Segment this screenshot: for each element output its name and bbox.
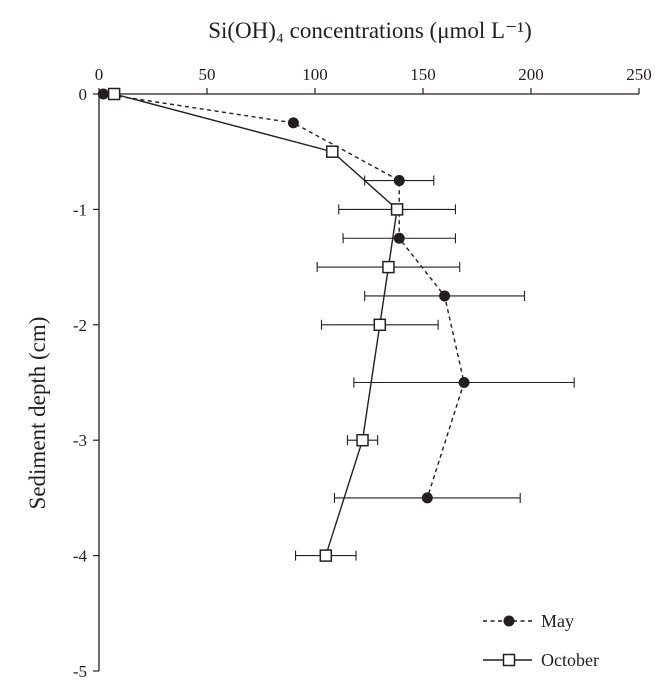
data-point xyxy=(458,377,470,388)
data-point xyxy=(107,87,121,101)
y-tick-label: -1 xyxy=(73,200,87,219)
data-point xyxy=(356,433,369,447)
data-point xyxy=(421,492,433,504)
y-axis-title: Sediment depth (cm) xyxy=(25,317,50,510)
data-point xyxy=(382,260,395,274)
y-tick-label: -5 xyxy=(73,662,87,681)
data-point xyxy=(319,549,333,562)
x-tick-label: 100 xyxy=(302,65,328,84)
data-point xyxy=(439,290,451,302)
legend-marker xyxy=(503,615,515,627)
data-point xyxy=(373,318,387,332)
legend-label: October xyxy=(541,650,599,670)
y-tick-label: -4 xyxy=(73,547,88,566)
legend: May October xyxy=(483,611,599,670)
legend-item-october: October xyxy=(483,650,599,670)
x-tick-label: 50 xyxy=(199,65,216,84)
x-ticks: 0 50 100 150 200 250 xyxy=(95,65,652,94)
series-october xyxy=(107,87,461,562)
data-point xyxy=(393,232,405,244)
x-tick-label: 250 xyxy=(626,65,652,84)
legend-item-may: May xyxy=(483,611,574,631)
y-tick-label: 0 xyxy=(79,85,88,104)
data-point xyxy=(97,88,109,100)
data-point xyxy=(287,117,299,129)
legend-marker xyxy=(502,653,516,667)
x-axis-title: Si(OH)₄ concentrations (μmol L⁻¹) xyxy=(208,18,532,43)
legend-label: May xyxy=(541,611,574,631)
series-may xyxy=(97,88,575,504)
x-tick-label: 150 xyxy=(410,65,436,84)
axes xyxy=(98,93,639,671)
data-point xyxy=(326,145,339,158)
data-point xyxy=(393,175,405,187)
x-tick-label: 0 xyxy=(95,65,104,84)
y-tick-label: -3 xyxy=(73,431,87,450)
x-tick-label: 200 xyxy=(518,65,544,84)
y-ticks: 0 -1 -2 -3 -4 -5 xyxy=(73,85,99,681)
plot-area xyxy=(97,87,575,562)
y-tick-label: -2 xyxy=(73,316,87,335)
data-point xyxy=(390,203,404,216)
